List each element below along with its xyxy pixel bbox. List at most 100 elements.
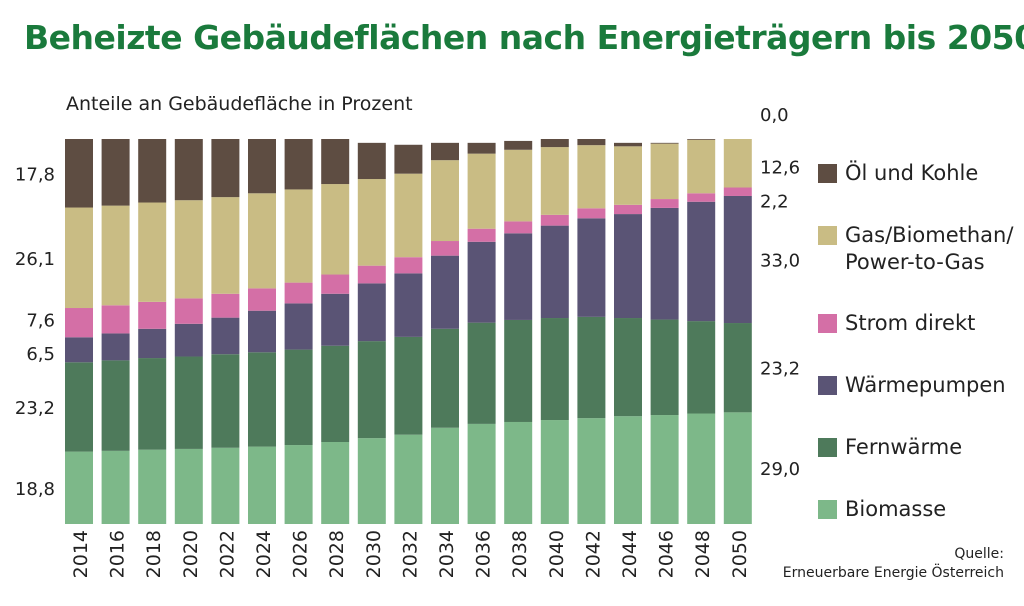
bar-segment-2020-4 — [174, 200, 203, 299]
right-value-label: 2,2 — [760, 192, 789, 213]
bar-segment-2022-1 — [211, 354, 240, 448]
bar-segment-2024-0 — [248, 446, 276, 524]
bar-segment-2018-5 — [138, 139, 167, 203]
bar-segment-2020-2 — [174, 323, 203, 357]
right-value-label: 33,0 — [760, 251, 800, 272]
bar-segment-2014-1 — [65, 362, 93, 452]
bar-segment-2016-2 — [101, 333, 130, 361]
bar-segment-2020-3 — [174, 298, 203, 324]
bar-segment-2040-3 — [540, 214, 569, 226]
bar-segment-2044-0 — [614, 416, 642, 524]
bar-segment-2042-0 — [577, 418, 606, 524]
bar-segment-2042-1 — [577, 316, 606, 419]
bar-segment-2022-2 — [211, 317, 240, 355]
bar-segment-2046-2 — [650, 207, 679, 320]
legend-swatch — [818, 376, 837, 395]
left-value-label: 18,8 — [15, 479, 55, 500]
bar-segment-2040-0 — [540, 420, 569, 524]
bar-segment-2040-5 — [540, 139, 569, 148]
bar-segment-2034-4 — [431, 160, 459, 242]
bar-segment-2020-1 — [174, 356, 203, 449]
bar-segment-2026-3 — [284, 282, 313, 304]
bar-segment-2028-2 — [321, 293, 350, 346]
bar-segment-2030-3 — [357, 265, 386, 284]
bar-segment-2038-1 — [504, 319, 533, 422]
legend-item: Fernwärme — [818, 434, 962, 461]
bar-segment-2040-2 — [540, 225, 569, 319]
bar-segment-2036-1 — [467, 322, 496, 424]
bar-segment-2024-1 — [248, 352, 276, 447]
bar-segment-2042-5 — [577, 139, 606, 146]
bar-segment-2048-3 — [687, 193, 716, 202]
x-tick-label: 2014 — [70, 530, 92, 578]
bar-segment-2014-0 — [65, 451, 93, 524]
legend-item: Strom direkt — [818, 310, 975, 337]
bar-segment-2026-0 — [284, 445, 313, 524]
bar-segment-2048-1 — [687, 321, 716, 414]
legend-swatch — [818, 438, 837, 457]
bar-segment-2014-5 — [65, 139, 93, 208]
bar-segment-2018-0 — [138, 449, 167, 524]
right-value-label: 12,6 — [760, 157, 800, 178]
bar-segment-2046-4 — [650, 143, 679, 200]
right-value-label: 0,0 — [760, 105, 789, 126]
legend-item: Öl und Kohle — [818, 160, 978, 187]
bar-segment-2018-3 — [138, 301, 167, 329]
source-label: Quelle: — [954, 546, 1004, 562]
x-tick-label: 2032 — [399, 530, 421, 578]
legend-item: Gas/Biomethan/ Power-to-Gas — [818, 222, 1013, 276]
bar-segment-2016-0 — [101, 450, 130, 524]
bar-segment-2034-2 — [431, 255, 459, 329]
bar-segment-2014-4 — [65, 207, 93, 309]
bar-segment-2022-3 — [211, 293, 240, 318]
legend-label: Fernwärme — [845, 435, 963, 459]
left-value-label: 26,1 — [15, 249, 55, 270]
source-text: Erneuerbare Energie Österreich — [782, 565, 1004, 581]
bar-segment-2040-4 — [540, 147, 569, 215]
x-tick-label: 2046 — [656, 530, 678, 578]
left-value-label: 23,2 — [15, 398, 55, 419]
x-tick-label: 2036 — [473, 530, 495, 578]
bar-segment-2042-3 — [577, 208, 606, 219]
bar-segment-2044-3 — [614, 204, 642, 215]
bar-segment-2042-4 — [577, 145, 606, 209]
bar-segment-2038-4 — [504, 149, 533, 222]
legend-swatch — [818, 314, 837, 333]
legend-label: Wärmepumpen — [845, 373, 1006, 397]
bar-segment-2046-3 — [650, 199, 679, 208]
bar-segment-2028-4 — [321, 184, 350, 275]
chart-subtitle: Anteile an Gebäudefläche in Prozent — [66, 93, 413, 115]
x-tick-label: 2018 — [143, 530, 165, 578]
legend-swatch — [818, 226, 837, 245]
bar-segment-2046-1 — [650, 319, 679, 416]
bar-segment-2016-4 — [101, 205, 130, 306]
bar-segment-2024-3 — [248, 288, 276, 311]
bar-segment-2032-3 — [394, 257, 423, 274]
bar-segment-2026-5 — [284, 139, 313, 190]
bar-segment-2050-0 — [723, 412, 752, 524]
bar-segment-2034-0 — [431, 427, 459, 524]
x-tick-label: 2048 — [692, 530, 714, 578]
bar-segment-2044-1 — [614, 318, 642, 417]
bar-segment-2036-2 — [467, 241, 496, 323]
legend-swatch — [818, 500, 837, 519]
bar-segment-2030-4 — [357, 179, 386, 266]
legend-item: Biomasse — [818, 496, 946, 523]
bar-segment-2038-0 — [504, 421, 533, 524]
bar-segment-2022-4 — [211, 197, 240, 294]
bar-segment-2042-2 — [577, 218, 606, 317]
bar-segment-2046-0 — [650, 415, 679, 524]
x-tick-label: 2040 — [546, 530, 568, 578]
bar-segment-2036-3 — [467, 228, 496, 242]
bar-segment-2044-4 — [614, 146, 642, 205]
bar-segment-2026-4 — [284, 189, 313, 283]
bar-segment-2030-5 — [357, 142, 386, 180]
chart-title: Beheizte Gebäudeflächen nach Energieträg… — [24, 18, 1024, 57]
bar-segment-2048-2 — [687, 201, 716, 322]
bar-segment-2020-0 — [174, 448, 203, 524]
left-value-label: 6,5 — [26, 344, 55, 365]
right-value-label: 23,2 — [760, 359, 800, 380]
bar-segment-2030-2 — [357, 283, 386, 342]
legend-label: Öl und Kohle — [845, 161, 979, 185]
bar-segment-2032-4 — [394, 173, 423, 258]
